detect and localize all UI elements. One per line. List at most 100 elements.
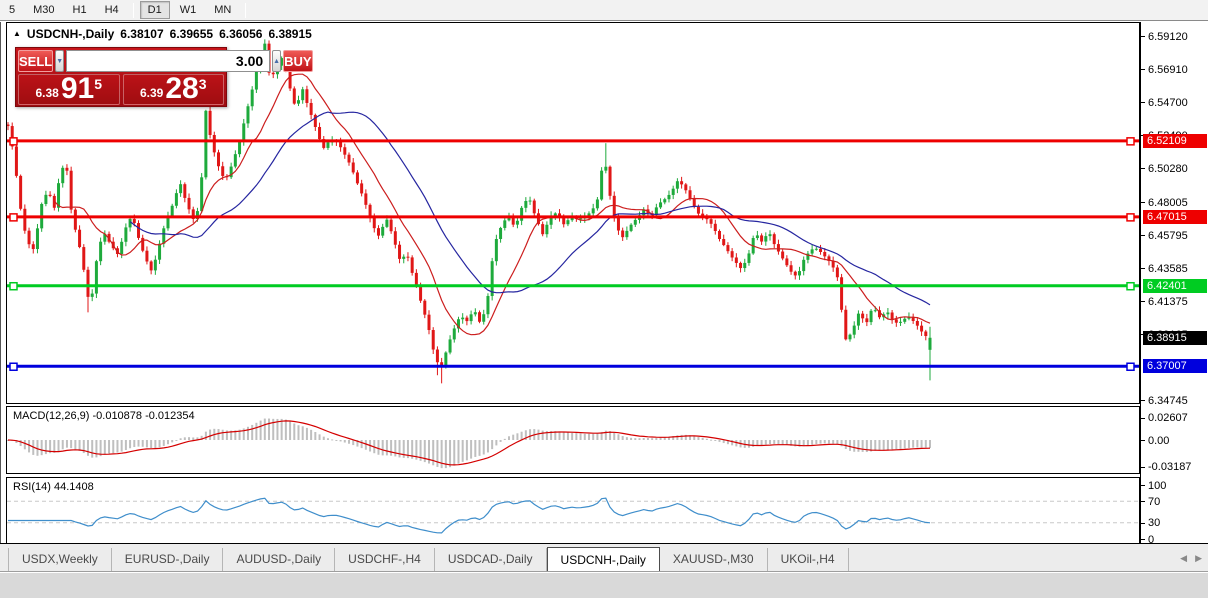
macd-histogram-bar: [428, 440, 431, 464]
candle-body: [233, 154, 237, 167]
volume-input[interactable]: [66, 50, 271, 72]
level-price-chip-6.52109[interactable]: 6.52109: [1143, 133, 1207, 148]
volume-increase-button[interactable]: ▲: [272, 50, 282, 72]
level-price-chip-6.42401[interactable]: 6.42401: [1143, 278, 1207, 293]
macd-histogram-bar: [268, 418, 271, 440]
macd-histogram-bar: [432, 440, 435, 466]
macd-histogram-bar: [166, 440, 169, 445]
candle-body: [696, 206, 700, 214]
macd-histogram-bar: [116, 440, 119, 453]
candle-body: [654, 207, 658, 216]
candle-body: [174, 193, 178, 206]
candle-body: [642, 209, 646, 216]
chart-tab-usdcnh-daily[interactable]: USDCNH-,Daily: [546, 547, 660, 572]
chart-tab-usdcad-daily[interactable]: USDCAD-,Daily: [435, 548, 547, 571]
macd-histogram-bar: [491, 440, 494, 450]
macd-histogram-bar: [276, 418, 279, 440]
price-axis[interactable]: 6.591206.569106.547006.524906.502806.480…: [1140, 22, 1208, 563]
timeframe-button-d1[interactable]: D1: [139, 1, 170, 19]
sell-price-button[interactable]: 6.38 91 5: [18, 74, 120, 105]
candle-body: [452, 328, 456, 340]
rsi-tick-label: 100: [1148, 479, 1167, 492]
macd-histogram-bar: [49, 440, 52, 454]
candle-body: [296, 100, 300, 104]
candle-body: [486, 296, 490, 315]
macd-histogram-bar: [150, 440, 153, 449]
chart-tab-ukoil-h4[interactable]: UKOil-,H4: [768, 548, 849, 571]
candle-body: [612, 195, 616, 218]
macd-histogram-bar: [735, 440, 738, 447]
candle-body: [482, 314, 486, 322]
candle-body: [360, 183, 364, 194]
status-bar: [0, 571, 1208, 598]
timeframe-button-h4[interactable]: H4: [104, 4, 119, 16]
candle-body: [402, 256, 406, 259]
timeframe-button-w1[interactable]: W1: [179, 4, 197, 16]
macd-histogram-bar: [571, 432, 574, 440]
price-tick-label: 6.54700: [1148, 96, 1188, 109]
macd-histogram-bar: [798, 440, 801, 447]
candle-body: [183, 184, 187, 198]
candlestick-chart[interactable]: [7, 23, 1139, 403]
macd-histogram-bar: [672, 436, 675, 440]
macd-histogram-bar: [331, 439, 334, 441]
rsi-tick-mark: [1141, 522, 1145, 524]
candle-body: [528, 200, 532, 202]
chart-tab-xauusd-m30[interactable]: XAUUSD-,M30: [660, 548, 768, 571]
collapse-panel-icon[interactable]: ▲: [13, 28, 21, 38]
timeframe-button-h1[interactable]: H1: [72, 4, 87, 16]
candle-body: [90, 293, 94, 297]
timeframe-button-5[interactable]: 5: [9, 4, 16, 16]
candle-body: [221, 166, 225, 176]
candle-body: [292, 88, 296, 104]
candle-body: [368, 204, 372, 218]
macd-histogram-bar: [747, 440, 750, 448]
macd-pane[interactable]: MACD(12,26,9) -0.010878 -0.012354: [6, 406, 1140, 474]
macd-histogram-bar: [520, 431, 523, 440]
candle-body: [246, 106, 250, 124]
macd-histogram-bar: [811, 440, 814, 445]
buy-button[interactable]: BUY: [283, 50, 313, 72]
macd-histogram-bar: [377, 440, 380, 455]
macd-histogram-bar: [310, 429, 313, 440]
candle-body: [688, 190, 692, 199]
chart-tab-audusd-daily[interactable]: AUDUSD-,Daily: [223, 548, 336, 571]
macd-histogram-bar: [756, 440, 759, 446]
macd-histogram-bar: [70, 440, 73, 449]
macd-histogram-bar: [360, 440, 363, 449]
candle-body: [717, 230, 721, 240]
level-price-chip-6.47015[interactable]: 6.47015: [1143, 209, 1207, 224]
price-chart-pane[interactable]: ▲ USDCNH-,Daily 6.38107 6.39655 6.36056 …: [6, 22, 1140, 404]
candle-body: [263, 43, 267, 55]
candle-body: [166, 216, 170, 229]
volume-decrease-button[interactable]: ▼: [55, 50, 65, 72]
buy-price-button[interactable]: 6.39 28 3: [122, 74, 224, 105]
candle-body: [10, 126, 14, 147]
candle-body: [701, 213, 705, 217]
macd-histogram-bar: [731, 440, 734, 446]
macd-histogram-bar: [836, 440, 839, 445]
candle-body: [793, 271, 797, 276]
candle-body: [684, 184, 688, 191]
candle-body: [890, 312, 894, 320]
chart-tab-usdchf-h4[interactable]: USDCHF-,H4: [335, 548, 435, 571]
rsi-pane[interactable]: RSI(14) 44.1408: [6, 477, 1140, 545]
macd-histogram-bar: [907, 440, 910, 448]
level-price-chip-6.37007[interactable]: 6.37007: [1143, 359, 1207, 374]
candle-body: [44, 194, 48, 204]
candle-body: [339, 141, 343, 148]
candle-body: [448, 339, 452, 353]
chart-tab-eurusd-daily[interactable]: EURUSD-,Daily: [112, 548, 224, 571]
sell-button[interactable]: SELL: [18, 50, 54, 72]
timeframe-button-mn[interactable]: MN: [214, 4, 232, 16]
macd-histogram-bar: [192, 437, 195, 440]
level-line-handle: [9, 362, 18, 371]
scroll-tabs-right-icon[interactable]: ▶: [1195, 553, 1202, 563]
candle-body: [137, 223, 141, 238]
macd-histogram-bar: [604, 430, 607, 440]
bid-price-chip[interactable]: 6.38915: [1143, 330, 1207, 345]
timeframe-button-m30[interactable]: M30: [33, 4, 55, 16]
chart-tab-usdx-weekly[interactable]: USDX,Weekly: [8, 548, 112, 571]
candle-body: [444, 352, 448, 367]
scroll-tabs-left-icon[interactable]: ◀: [1180, 553, 1188, 563]
